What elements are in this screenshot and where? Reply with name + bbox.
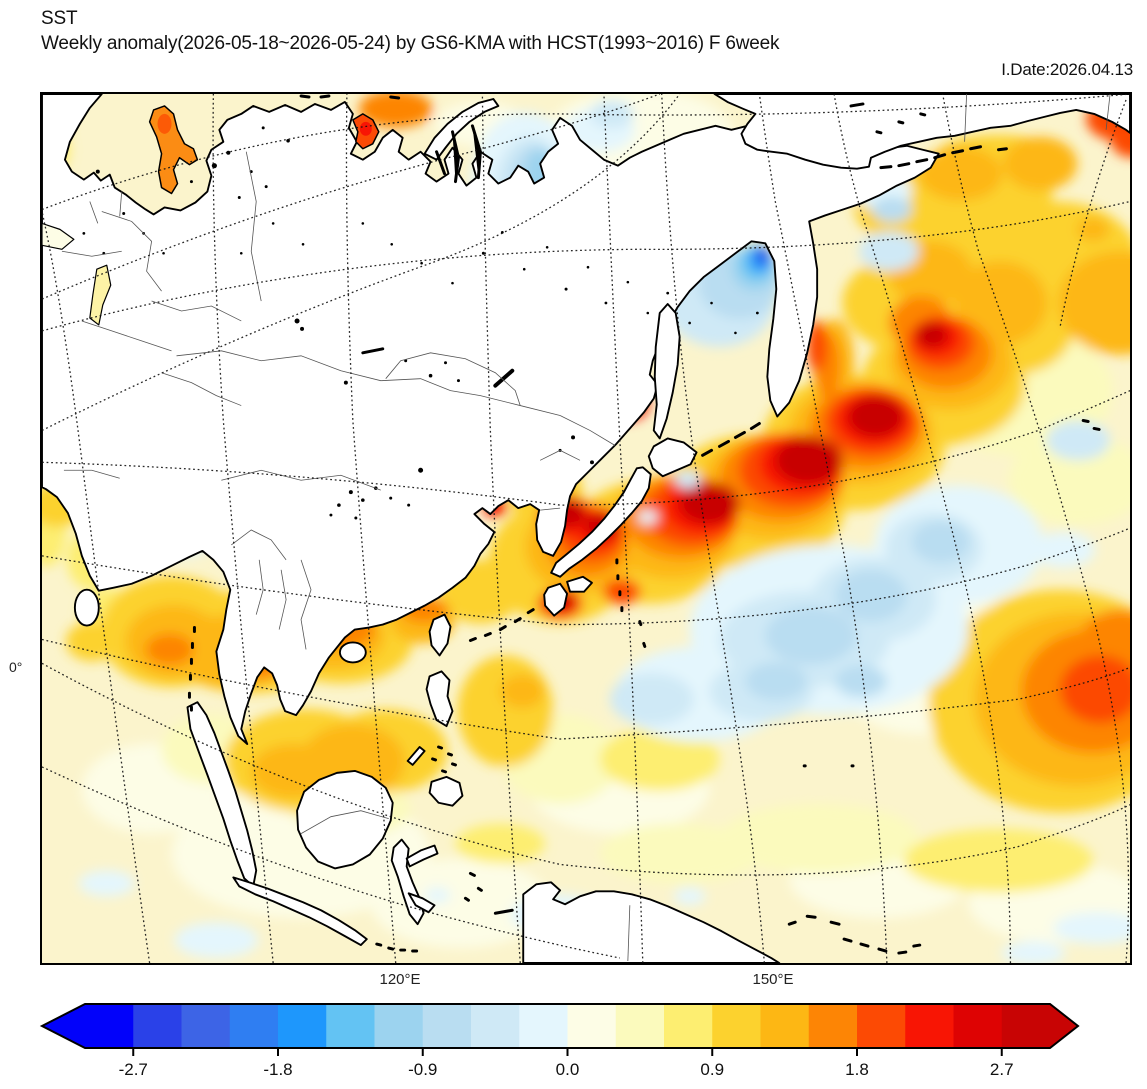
colorbar-tick-label: 0.0 (556, 1060, 580, 1079)
issue-date: I.Date:2026.04.13 (1001, 60, 1133, 79)
map-svg (42, 94, 1130, 963)
kuril-islands (701, 421, 761, 457)
colorbar-segment (326, 1004, 375, 1048)
lon-label-120e: 120°E (379, 971, 421, 988)
meridian-line (758, 94, 888, 963)
equator-line (42, 662, 1130, 876)
island-honshu (550, 466, 652, 578)
island-kyushu (543, 582, 569, 617)
colorbar-segment (181, 1004, 231, 1048)
lesser-sunda-islands (375, 942, 419, 953)
parallel-line (42, 527, 1130, 626)
colorbar-segment (1001, 1004, 1051, 1048)
island-sulawesi-arm (405, 844, 439, 868)
white-sea-core (359, 121, 372, 136)
lon-label-150e: 150°E (752, 971, 794, 988)
meridian-line (603, 94, 644, 963)
colorbar-outline (39, 1003, 1080, 1049)
coastline-eurasia (42, 94, 940, 745)
baltic-warm-core (157, 113, 172, 134)
island-sumatra (186, 701, 258, 888)
colorbar-tick-label: 2.7 (990, 1060, 1014, 1079)
island-luzon (425, 670, 454, 728)
meridian-line (42, 94, 681, 432)
black-sea (42, 222, 75, 250)
island-novaya-zemlya (423, 98, 500, 161)
colorbar-segment (422, 1004, 472, 1048)
visayas-islands (431, 745, 457, 774)
colorbar-segment (133, 1004, 182, 1048)
island-sulawesi-arm2 (407, 892, 436, 914)
colorbar-segment (278, 1004, 327, 1048)
ryukyu-islands (468, 608, 535, 642)
colorbar-segment (471, 1004, 520, 1048)
island-mindanao (428, 775, 464, 807)
meridian-line (1059, 99, 1127, 327)
parallel-line (42, 766, 621, 959)
island-hokkaido (647, 437, 698, 478)
lat-label-0deg: 0° (9, 659, 23, 675)
meridian-line (42, 94, 660, 300)
colorbar-segment (664, 1004, 713, 1048)
scattered-islets (299, 94, 1101, 768)
island-hainan (338, 641, 367, 664)
bismarck-solomon-islands (787, 914, 922, 955)
colorbar-tick-label: 1.8 (845, 1060, 869, 1079)
colorbar-right-arrow (1050, 1004, 1078, 1048)
andaman-islands (187, 626, 196, 712)
colorbar-segment (808, 1004, 858, 1048)
meridian-line (833, 94, 1012, 963)
small-islands-layer (187, 94, 1101, 955)
island-borneo (296, 769, 394, 870)
meridian-120e (345, 94, 397, 963)
island-new-guinea (522, 881, 781, 963)
colorbar-tick-label: -2.7 (119, 1060, 148, 1079)
colorbar-segment (615, 1004, 665, 1048)
colorbar-segment (374, 1004, 424, 1048)
maluku-islands (463, 871, 514, 915)
meridian-150e (661, 94, 765, 963)
lakes-dots-layer (82, 126, 759, 520)
colorbar-tick-label: -1.8 (263, 1060, 292, 1079)
colorbar-segment (85, 1004, 134, 1048)
meridian-line (42, 211, 151, 963)
island-sakhalin (652, 303, 681, 440)
colorbar-segment (712, 1004, 761, 1048)
country-borders-layer (61, 94, 1111, 962)
meridian-line (942, 94, 1130, 963)
colorbar: -2.7 -1.8 -0.9 0.0 0.9 1.8 2.7 (39, 1003, 1080, 1079)
land-layer (42, 94, 1130, 963)
ob-yenisei-estuaries (435, 124, 482, 184)
colorbar-segment (229, 1004, 279, 1048)
coastline-alaska (713, 94, 1130, 170)
colorbar-tick-label: 0.9 (700, 1060, 724, 1079)
colorbar-segment (953, 1004, 1003, 1048)
colorbar-tick-label: -0.9 (408, 1060, 437, 1079)
map-panel (40, 92, 1132, 965)
colorbar-segment (905, 1004, 954, 1048)
parallel-line (42, 638, 1130, 740)
graticule-layer (42, 94, 1130, 963)
island-shikoku (566, 575, 593, 593)
colorbar-segment (519, 1004, 568, 1048)
lake-balkhash (361, 347, 385, 355)
island-taiwan (428, 613, 452, 657)
chart-subtitle: Weekly anomaly(2026-05-18~2026-05-24) by… (41, 33, 780, 54)
aleutian-islands (879, 145, 983, 170)
product-title: SST (41, 8, 78, 29)
colorbar-segment (567, 1004, 617, 1048)
island-sri-lanka (73, 588, 100, 627)
colorbar-segment (857, 1004, 906, 1048)
izu-bonin-islands (615, 558, 647, 648)
meridian-line (212, 94, 274, 963)
colorbar-left-arrow (42, 1004, 85, 1048)
parallel-line (42, 200, 1130, 332)
island-palawan (406, 746, 426, 766)
lake-baikal (493, 368, 515, 388)
colorbar-segment (760, 1004, 810, 1048)
meridian-line (481, 94, 521, 963)
enclosed-seas (42, 105, 380, 326)
